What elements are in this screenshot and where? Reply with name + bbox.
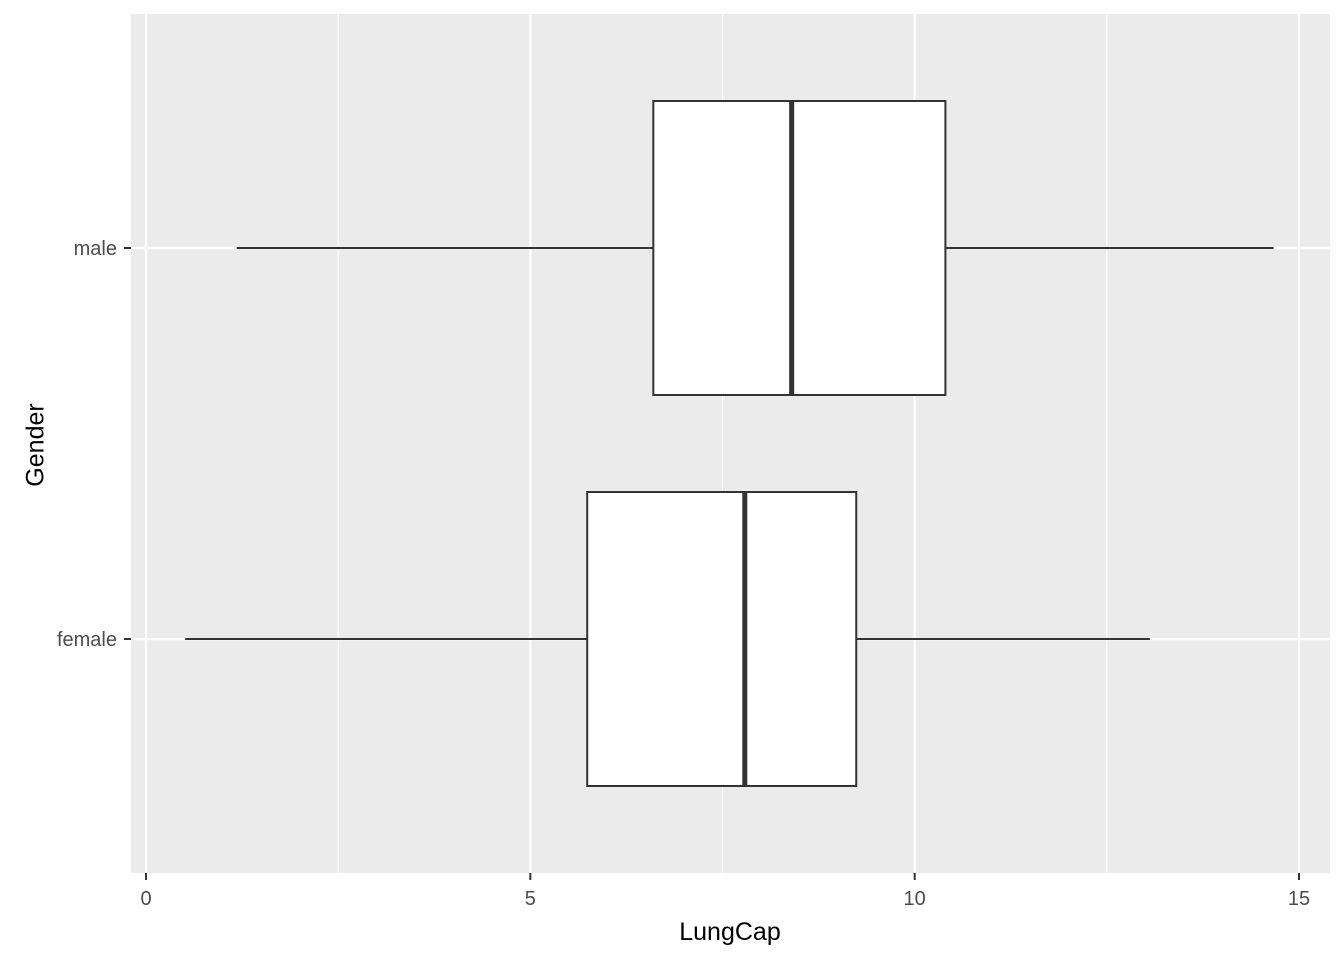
boxes (185, 100, 1274, 787)
y-tick-label: male (74, 238, 117, 260)
box-iqr (586, 491, 858, 787)
x-tick-label: 5 (525, 888, 536, 910)
x-tick-label: 15 (1288, 888, 1310, 910)
y-axis-title: Gender (22, 403, 50, 486)
y-tick-label: female (57, 629, 117, 651)
box-female (185, 491, 1150, 787)
box-iqr (652, 100, 947, 396)
x-tick-label: 0 (140, 888, 151, 910)
x-axis-title: LungCap (679, 918, 780, 946)
box-male (236, 100, 1274, 396)
x-tick-label: 10 (904, 888, 926, 910)
axes: 0 5 10 15 male female (57, 238, 1310, 910)
